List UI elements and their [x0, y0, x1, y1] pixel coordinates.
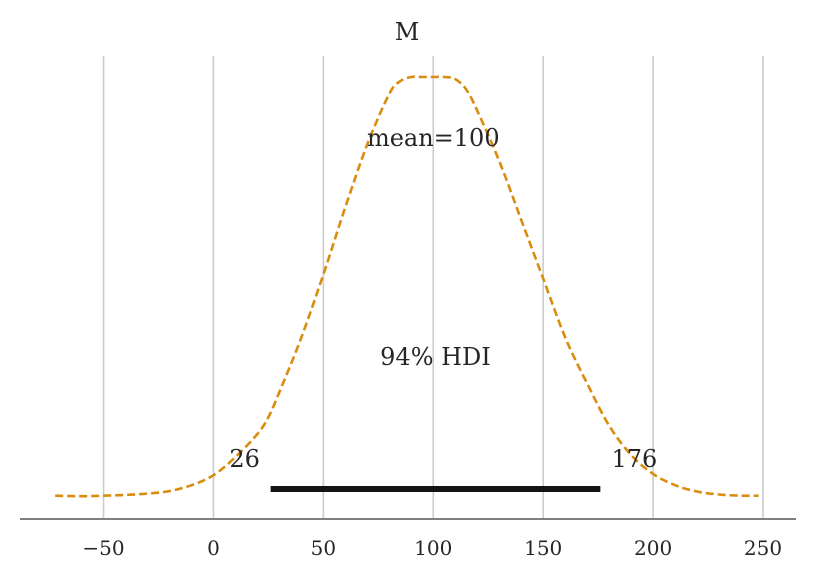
hdi-lower-label: 26 — [229, 445, 260, 473]
hdi-label: 94% HDI — [380, 343, 491, 371]
x-tick-label: 150 — [524, 536, 562, 560]
x-tick-labels: −50 0 50 100 150 200 250 — [82, 536, 782, 560]
density-curve — [55, 75, 759, 498]
mean-label: mean=100 — [367, 124, 500, 152]
x-tick-label: 200 — [634, 536, 672, 560]
x-tick-label: 250 — [744, 536, 782, 560]
gridlines — [102, 56, 764, 519]
x-tick-label: 0 — [207, 536, 220, 560]
hdi-upper-label: 176 — [611, 445, 657, 473]
chart-title: M — [395, 18, 420, 46]
x-tick-label: 50 — [311, 536, 336, 560]
x-tick-label: −50 — [82, 536, 124, 560]
x-tick-label: 100 — [414, 536, 452, 560]
